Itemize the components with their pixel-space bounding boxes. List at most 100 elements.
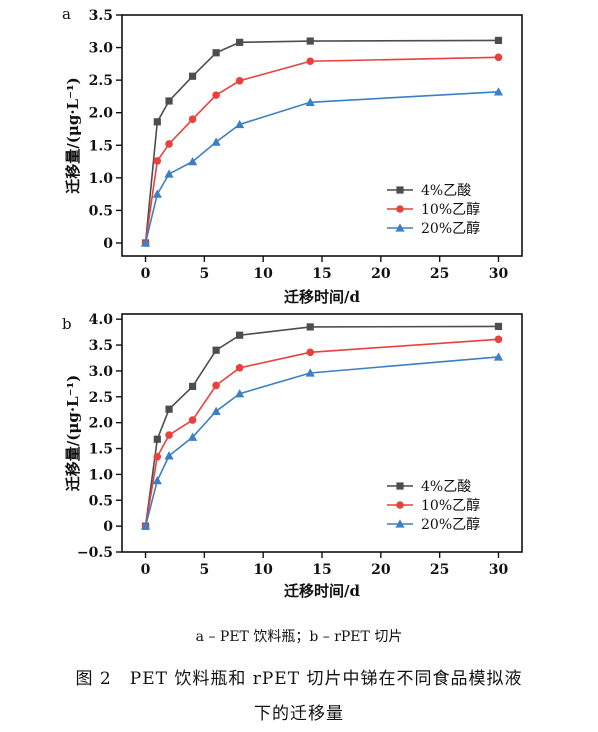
panel-b-data-point-0 <box>236 331 244 339</box>
panel-a-legend-marker-1 <box>396 205 404 213</box>
panel-a-data-point-1 <box>494 53 503 62</box>
panel-a-data-point-2 <box>211 137 221 146</box>
panel-b-data-point-2 <box>493 352 504 361</box>
panel-a-x-tick-label: 10 <box>253 266 273 282</box>
panel-b-x-tick-label: 5 <box>199 562 209 578</box>
panel-a-data-point-2 <box>140 238 151 247</box>
panel-a-data-point-0 <box>212 49 220 57</box>
panel-a-legend-marker-2 <box>395 223 405 232</box>
panel-a-y-tick-label: 3.5 <box>89 8 113 24</box>
panel-a-y-axis-title: 迁移量/(μg·L⁻¹) <box>64 77 82 193</box>
panel-a-data-point-1 <box>188 115 197 124</box>
panel-a-y-tick-label: 2.0 <box>89 106 114 122</box>
panel-b-y-tick-label: 3.5 <box>89 338 113 354</box>
panel-subcaption: a – PET 饮料瓶；b – rPET 切片 <box>195 629 403 645</box>
panel-a-data-point-0 <box>165 97 173 105</box>
panel-a-data-point-2 <box>305 97 315 106</box>
panel-a-y-tick-label: 3.0 <box>89 41 114 57</box>
panel-a-legend-label-1: 10%乙醇 <box>421 201 480 218</box>
panel-a-y-tick-label: 0.5 <box>89 203 113 219</box>
panel-a-y-tick-label: 0 <box>103 236 113 252</box>
panel-b-data-point-1 <box>235 364 244 372</box>
panel-b-legend-marker-0 <box>396 482 404 490</box>
panel-a-x-tick-label: 20 <box>371 266 391 282</box>
panel-a-legend-label-2: 20%乙醇 <box>421 220 480 237</box>
panel-b-x-tick-label: 10 <box>253 562 273 578</box>
panel-b-legend-label-2: 20%乙醇 <box>421 516 480 533</box>
panel-a-data-point-1 <box>306 57 315 66</box>
panel-b-y-tick-label: 0 <box>103 519 113 535</box>
panel-a-x-tick-label: 15 <box>312 266 331 282</box>
panel-a-data-point-1 <box>165 140 173 148</box>
panel-b-x-tick-label: 20 <box>371 562 391 578</box>
panel-b-x-tick-label: 15 <box>312 562 331 578</box>
panel-a-y-tick-label: 1.0 <box>89 171 114 187</box>
panel-a-data-point-0 <box>153 118 161 126</box>
panel-a-data-point-2 <box>235 119 245 129</box>
panel-a-letter: a <box>62 5 71 23</box>
panel-a-x-tick-label: 0 <box>141 266 151 282</box>
panel-b-y-tick-label: 1.5 <box>89 442 113 458</box>
panel-b-series-line-2 <box>144 356 499 527</box>
panel-a-data-point-1 <box>235 76 244 85</box>
panel-a-y-tick-label: 2.5 <box>89 73 113 89</box>
figure-charts: a 0 5 10 15 20 25 30 0 0.5 1.0 1.5 2.0 2.5 3.0 3.5 迁移时间/… <box>62 5 523 600</box>
panel-b-data-point-2 <box>187 432 198 441</box>
panel-b-data-point-2 <box>211 406 221 415</box>
panel-a-axes-frame <box>121 14 523 257</box>
panel-b-data-point-2 <box>235 389 245 398</box>
panel-b-y-tick-label: 2.5 <box>89 390 113 406</box>
panel-a-legend-marker-0 <box>396 186 404 194</box>
panel-a-y-tick-label: 1.5 <box>89 138 113 154</box>
panel-b-data-point-0 <box>212 346 220 354</box>
panel-a-data-point-0 <box>188 72 197 80</box>
panel-a-data-point-0 <box>236 38 244 46</box>
panel-b-data-point-2 <box>152 476 162 485</box>
panel-b-letter: b <box>62 315 72 333</box>
panel-a-data-point-2 <box>187 156 198 166</box>
panel-b-y-tick-label: 0.5 <box>89 493 113 509</box>
panel-b-data-point-2 <box>164 451 174 460</box>
panel-b-y-tick-label: −0.5 <box>77 545 113 561</box>
panel-b-legend-label-1: 10%乙醇 <box>421 497 480 514</box>
panel-b-x-tick-label: 30 <box>489 562 509 578</box>
panel-b-data-point-0 <box>153 435 161 443</box>
panel-a-x-tick-label: 30 <box>489 266 509 282</box>
panel-b-data-point-1 <box>153 453 162 461</box>
panel-b-x-tick-label: 0 <box>141 562 151 578</box>
panel-a-data-point-2 <box>152 189 162 198</box>
panel-a-x-tick-label: 5 <box>199 266 209 282</box>
panel-b-data-point-0 <box>165 405 173 413</box>
panel-a-x-axis-title: 迁移时间/d <box>284 288 360 306</box>
panel-b-series-line-0 <box>144 325 499 527</box>
panel-b-data-point-0 <box>494 322 503 331</box>
panel-b-y-tick-label: 4.0 <box>89 312 114 328</box>
panel-b-x-axis-title: 迁移时间/d <box>284 582 360 600</box>
panel-b-legend-marker-1 <box>396 501 404 509</box>
panel-a-data-point-1 <box>212 91 220 99</box>
panel-b-data-point-0 <box>188 382 197 391</box>
panel-b-data-point-2 <box>305 368 315 377</box>
figure-caption-line2: 下的迁移量 <box>254 704 344 724</box>
panel-a-series-line-2 <box>144 91 499 244</box>
panel-a-legend-label-0: 4%乙酸 <box>421 183 471 199</box>
panel-b-data-point-1 <box>188 416 197 424</box>
panel-b-data-point-1 <box>212 381 220 390</box>
figure-caption-line1: 图 2 PET 饮料瓶和 rPET 切片中锑在不同食品模拟液 <box>75 669 523 689</box>
panel-a-x-tick-label: 25 <box>430 266 449 282</box>
panel-b-data-point-2 <box>140 521 151 530</box>
panel-a-data-point-2 <box>164 169 174 178</box>
panel-b-y-tick-label: 3.0 <box>89 364 114 380</box>
panel-b-data-point-1 <box>494 335 503 344</box>
panel-b-y-tick-label: 1.0 <box>89 467 114 483</box>
panel-b-y-axis-title: 迁移量/(μg·L⁻¹) <box>64 375 82 491</box>
panel-a-data-point-0 <box>494 36 503 45</box>
panel-a-data-point-0 <box>306 37 314 45</box>
panel-b-legend-label-0: 4%乙酸 <box>421 479 471 495</box>
panel-b-data-point-1 <box>306 348 315 357</box>
panel-a-data-point-1 <box>153 157 162 165</box>
panel-b-x-tick-label: 25 <box>430 562 449 578</box>
panel-b-series-line-1 <box>144 338 499 527</box>
panel-b-data-point-0 <box>306 323 314 331</box>
panel-a-data-point-2 <box>493 87 504 96</box>
